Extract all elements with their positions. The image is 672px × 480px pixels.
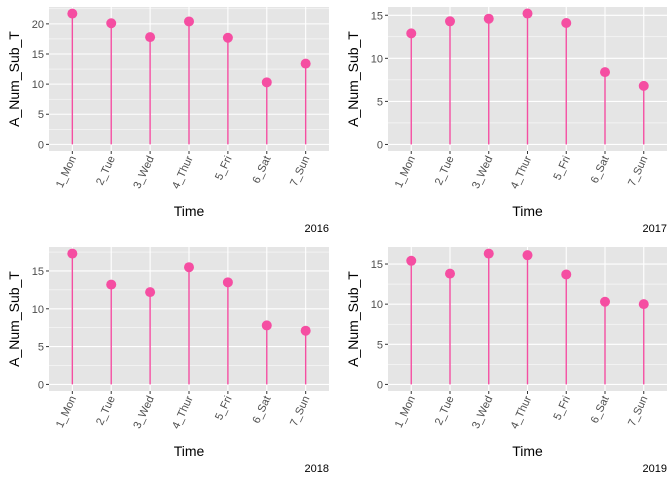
y-axis-title: A_Num_Sub_T (6, 271, 22, 367)
x-tick-label: 3_Wed (470, 154, 496, 190)
x-axis-title: Time (512, 203, 543, 219)
lollipop-point-6_Sat (600, 296, 610, 307)
x-tick-label: 5_Fri (213, 154, 234, 182)
x-tick-label: 2_Tue (433, 154, 457, 187)
y-axis-title: A_Num_Sub_T (6, 31, 22, 127)
y-tick-label: 10 (32, 304, 44, 316)
chart-panel-2017: 0 5 10 15 1_Mon 2_Tue 3_Wed 4_Thur 5_Fri 6_Sat 7_S… (345, 7, 667, 235)
x-tick-label: 7_Sun (626, 394, 650, 428)
x-tick-label: 6_Sat (250, 154, 273, 185)
lollipop-point-2_Tue (106, 18, 117, 29)
y-axis-title: A_Num_Sub_T (345, 31, 361, 127)
lollipop-point-7_Sun (638, 299, 649, 310)
chart-panel-2019: 0 5 10 15 1_Mon 2_Tue 3_Wed 4_Thur 5_Fri 6_Sat 7_S… (345, 247, 667, 475)
x-tick-label: 1_Mon (393, 154, 418, 190)
lollipop-point-5_Fri (222, 277, 233, 288)
chart-panel-2018: 0 5 10 15 1_Mon 2_Tue 3_Wed 4_Thur 5_Fri 6_Sat 7_S… (6, 247, 329, 475)
lollipop-point-3_Wed (145, 32, 156, 43)
chart-caption: 2018 (305, 463, 329, 475)
x-tick-label: 4_Thur (509, 154, 535, 191)
lollipop-point-5_Fri (561, 18, 572, 29)
chart-caption: 2016 (305, 223, 329, 235)
x-tick-label: 3_Wed (470, 394, 496, 430)
lollipop-point-6_Sat (261, 320, 272, 331)
y-tick-label: 0 (38, 139, 44, 151)
y-tick-label: 15 (371, 259, 383, 271)
x-tick-label: 5_Fri (552, 394, 573, 422)
y-tick-label: 5 (377, 339, 383, 351)
x-tick-label: 4_Thur (170, 394, 196, 431)
y-tick-label: 0 (38, 379, 44, 391)
lollipop-point-1_Mon (67, 248, 78, 259)
x-tick-label: 7_Sun (288, 394, 312, 428)
x-tick-label: 1_Mon (54, 154, 79, 190)
lollipop-point-3_Wed (483, 248, 494, 259)
y-tick-label: 0 (377, 139, 383, 151)
y-tick-label: 5 (377, 96, 383, 108)
x-tick-label: 7_Sun (288, 154, 312, 188)
lollipop-point-7_Sun (300, 325, 311, 336)
lollipop-point-5_Fri (222, 32, 233, 43)
lollipop-point-4_Thur (522, 250, 533, 261)
x-tick-label: 5_Fri (213, 394, 234, 422)
lollipop-point-2_Tue (445, 268, 455, 279)
y-axis-title: A_Num_Sub_T (345, 271, 361, 367)
lollipop-point-7_Sun (300, 58, 311, 69)
x-tick-label: 4_Thur (170, 154, 196, 191)
lollipop-point-4_Thur (522, 8, 533, 19)
y-tick-label: 10 (32, 79, 44, 91)
lollipop-point-2_Tue (106, 279, 117, 290)
x-tick-label: 3_Wed (131, 394, 157, 430)
x-tick-label: 1_Mon (54, 394, 79, 430)
lollipop-point-6_Sat (600, 67, 610, 78)
y-tick-label: 10 (371, 53, 383, 65)
x-axis-title: Time (174, 443, 205, 459)
y-tick-label: 0 (377, 379, 383, 391)
x-tick-label: 6_Sat (589, 394, 612, 425)
lollipop-point-7_Sun (638, 80, 649, 91)
lollipop-point-4_Thur (184, 262, 194, 273)
x-tick-label: 6_Sat (250, 394, 273, 425)
x-tick-label: 3_Wed (131, 154, 157, 190)
chart-caption: 2019 (643, 463, 667, 475)
y-tick-label: 15 (371, 10, 383, 22)
lollipop-point-2_Tue (445, 16, 455, 27)
lollipop-point-1_Mon (406, 28, 417, 39)
lollipop-point-5_Fri (561, 269, 572, 280)
x-axis-title: Time (512, 443, 543, 459)
chart-panel-2016: 0 5 10 15 20 1_Mon 2_Tue 3_Wed 4_Thur 5_Fri 6_Sat 7… (6, 7, 329, 235)
y-tick-label: 5 (38, 342, 44, 354)
x-tick-label: 2_Tue (94, 394, 118, 427)
x-tick-label: 2_Tue (433, 394, 457, 427)
lollipop-point-3_Wed (145, 287, 156, 298)
chart-caption: 2017 (643, 223, 667, 235)
y-tick-label: 5 (38, 109, 44, 121)
x-tick-label: 7_Sun (626, 154, 650, 188)
lollipop-point-3_Wed (483, 13, 494, 24)
x-tick-label: 2_Tue (94, 154, 118, 187)
x-tick-label: 1_Mon (393, 394, 418, 430)
x-tick-label: 4_Thur (509, 394, 535, 431)
x-tick-label: 5_Fri (552, 154, 573, 182)
y-tick-label: 15 (32, 266, 44, 278)
y-tick-label: 10 (371, 299, 383, 311)
lollipop-point-1_Mon (67, 8, 78, 19)
lollipop-point-4_Thur (184, 16, 194, 27)
y-tick-label: 15 (32, 49, 44, 61)
y-tick-label: 20 (32, 19, 44, 31)
lollipop-point-1_Mon (406, 255, 417, 266)
lollipop-point-6_Sat (261, 77, 272, 88)
x-tick-label: 6_Sat (589, 154, 612, 185)
x-axis-title: Time (174, 203, 205, 219)
